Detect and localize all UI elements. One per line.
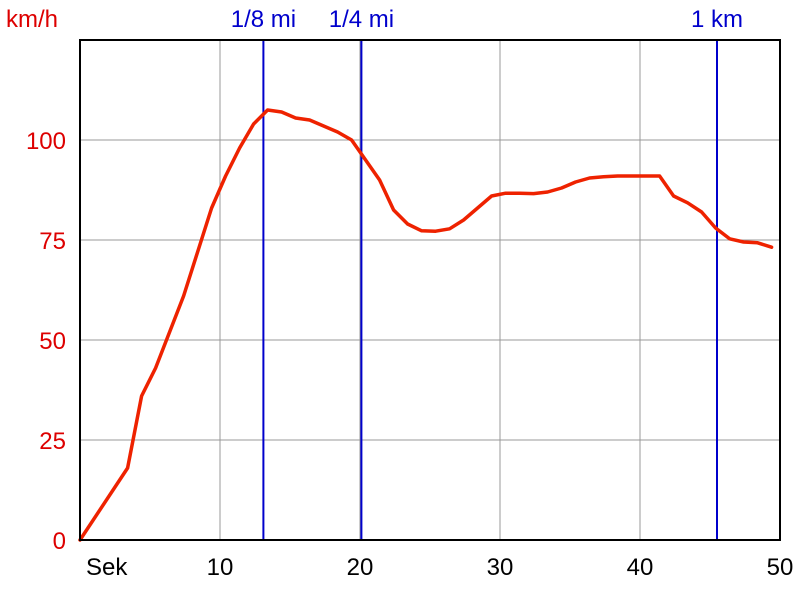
distance-marker-label: 1/4 mi bbox=[329, 6, 394, 33]
speed-series-line bbox=[78, 108, 774, 542]
y-tick-label: 25 bbox=[39, 428, 66, 455]
x-axis-unit-label: Sek bbox=[86, 554, 128, 581]
x-tick-label: 50 bbox=[767, 554, 794, 581]
x-tick-label: 30 bbox=[487, 554, 514, 581]
y-tick-label: 0 bbox=[53, 528, 66, 555]
y-tick-label: 50 bbox=[39, 328, 66, 355]
x-tick-label: 10 bbox=[207, 554, 234, 581]
series-layer bbox=[78, 108, 774, 542]
distance-marker-label: 1/8 mi bbox=[231, 6, 296, 33]
tick-layer: 0 25 50 75 100 10 20 30 40 50 bbox=[26, 128, 793, 581]
x-tick-label: 20 bbox=[347, 554, 374, 581]
distance-marker-layer: 1/8 mi 1/4 mi 1 km bbox=[231, 6, 743, 540]
y-axis-unit-label: km/h bbox=[6, 6, 58, 33]
x-tick-label: 40 bbox=[627, 554, 654, 581]
distance-marker-label: 1 km bbox=[691, 6, 743, 33]
plot-frame bbox=[79, 39, 781, 541]
y-tick-label: 75 bbox=[39, 228, 66, 255]
grid-layer bbox=[80, 40, 780, 540]
y-tick-label: 100 bbox=[26, 128, 66, 155]
